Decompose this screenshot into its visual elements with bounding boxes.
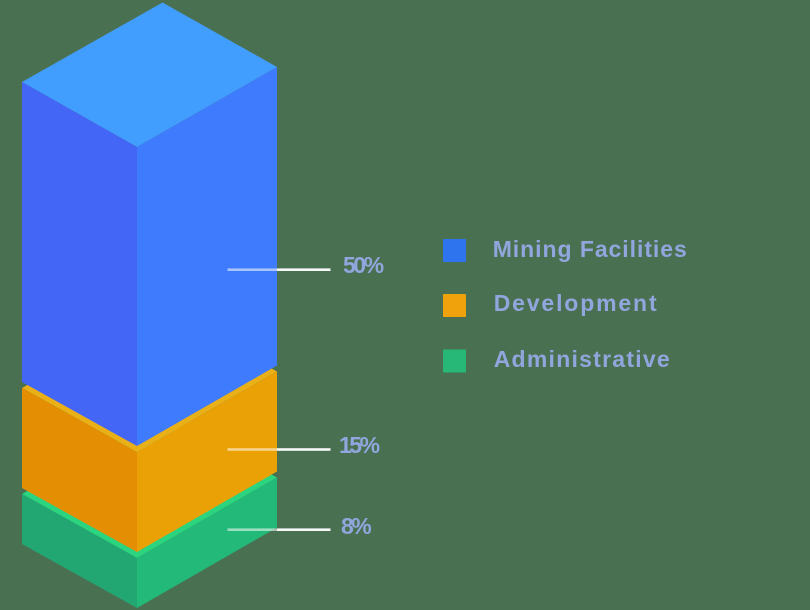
svg-text:Administrative: Administrative (494, 346, 671, 372)
svg-text:Mining Facilities: Mining Facilities (493, 236, 688, 262)
svg-text:8%: 8% (341, 513, 371, 539)
svg-text:15%: 15% (339, 432, 380, 458)
svg-text:50%: 50% (343, 252, 384, 278)
svg-text:Development: Development (494, 290, 659, 316)
